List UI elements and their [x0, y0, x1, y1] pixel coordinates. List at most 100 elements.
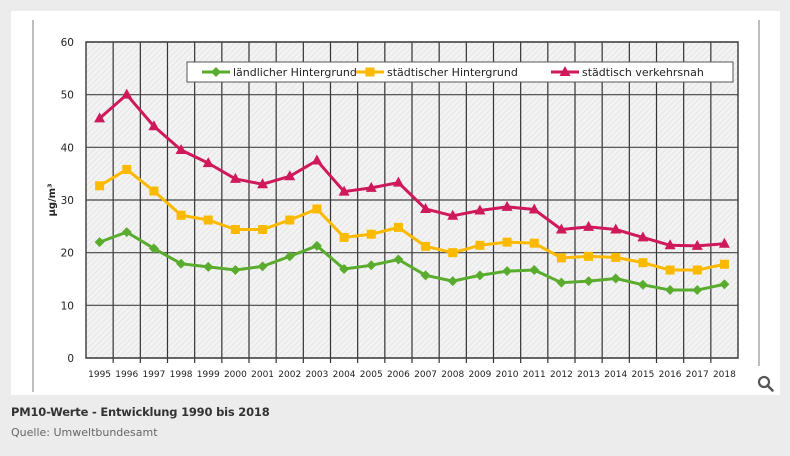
data-point — [149, 186, 159, 196]
series-line — [99, 230, 725, 292]
data-point — [447, 276, 458, 287]
data-point — [365, 181, 377, 192]
y-tick-label: 60 — [61, 37, 74, 49]
legend-label: städtisch verkehrsnah — [582, 66, 704, 79]
legend: ländlicher Hintergrund städtischer Hinter… — [186, 61, 734, 83]
series-line — [98, 93, 725, 248]
x-tick-label: 2005 — [360, 370, 383, 380]
y-axis-ticks: 0 10 20 30 40 50 60 — [61, 37, 74, 365]
data-point — [121, 227, 132, 238]
x-tick-label: 2018 — [713, 370, 736, 380]
legend-label: städtischer Hintergrund — [387, 66, 518, 79]
data-point — [176, 210, 186, 220]
x-tick-label: 1996 — [115, 370, 138, 380]
data-point — [285, 215, 295, 225]
data-point — [230, 224, 240, 234]
data-point — [122, 164, 132, 174]
data-point — [637, 231, 649, 242]
legend-marker — [365, 67, 375, 77]
caption-title: PM10-Werte - Entwicklung 1990 bis 2018 — [11, 405, 270, 419]
gridlines — [85, 41, 739, 363]
series-2 — [94, 88, 730, 250]
data-point — [610, 273, 621, 284]
data-point — [691, 239, 703, 250]
y-tick-label: 0 — [67, 353, 74, 365]
data-point — [611, 252, 621, 262]
data-point — [664, 239, 676, 250]
data-point — [447, 209, 459, 220]
data-point — [257, 261, 268, 272]
data-point — [529, 238, 539, 248]
data-point — [338, 185, 350, 196]
data-point — [420, 202, 432, 213]
data-point — [556, 253, 566, 263]
data-point — [311, 240, 322, 251]
data-point — [95, 181, 105, 191]
series-line — [98, 167, 725, 272]
data-point — [366, 260, 377, 271]
data-point — [583, 276, 594, 287]
data-point — [637, 279, 648, 290]
data-point — [692, 285, 703, 296]
data-point — [584, 251, 594, 261]
x-tick-label: 2008 — [441, 370, 464, 380]
data-point — [202, 157, 214, 168]
data-point — [610, 223, 622, 234]
data-point — [474, 270, 485, 281]
data-point — [203, 215, 213, 225]
legend-item: städtischer Hintergrund — [356, 66, 518, 79]
x-tick-label: 2011 — [523, 370, 546, 380]
x-tick-label: 2013 — [577, 370, 600, 380]
x-tick-label: 2004 — [333, 370, 356, 380]
x-tick-label: 2014 — [604, 370, 627, 380]
data-point — [366, 229, 376, 239]
data-point — [528, 203, 540, 214]
data-point — [502, 266, 513, 277]
x-tick-label: 2017 — [686, 370, 709, 380]
data-point — [420, 270, 431, 281]
data-point — [502, 237, 512, 247]
data-point — [230, 265, 241, 276]
y-tick-label: 10 — [61, 300, 74, 312]
x-tick-label: 1997 — [142, 370, 165, 380]
data-point — [339, 263, 350, 274]
data-point — [121, 88, 133, 99]
series-0 — [94, 227, 730, 296]
magnifier-icon — [757, 375, 774, 392]
x-tick-label: 2012 — [550, 370, 573, 380]
data-point — [148, 120, 160, 131]
x-tick-label: 1995 — [88, 370, 111, 380]
data-point — [94, 237, 105, 248]
data-point — [229, 172, 241, 183]
x-tick-label: 2007 — [414, 370, 437, 380]
data-point — [583, 220, 595, 231]
data-point — [556, 277, 567, 288]
data-point — [284, 170, 296, 181]
zoom-button[interactable] — [757, 375, 775, 393]
data-point — [475, 240, 485, 250]
legend-item: städtisch verkehrsnah — [551, 66, 704, 79]
x-tick-label: 2009 — [468, 370, 491, 380]
data-point — [393, 254, 404, 265]
x-tick-label: 2015 — [631, 370, 654, 380]
y-tick-label: 50 — [61, 90, 74, 102]
data-point — [474, 204, 486, 215]
data-point — [392, 176, 404, 187]
data-point — [203, 261, 214, 272]
data-point — [718, 237, 730, 248]
y-axis-label: µg/m³ — [47, 184, 58, 217]
plot-border — [85, 41, 739, 359]
data-point — [638, 258, 648, 268]
x-axis-ticks: 1995 1996 1997 1998 1999 2000 2001 2002 2003 2004… — [88, 370, 736, 380]
data-point — [339, 232, 349, 242]
data-point — [175, 143, 187, 154]
legend-item: ländlicher Hintergrund — [202, 66, 357, 79]
data-point — [421, 241, 431, 251]
data-point — [448, 248, 458, 258]
y-tick-label: 20 — [61, 248, 74, 260]
legend-marker — [559, 66, 571, 76]
x-tick-label: 2000 — [224, 370, 247, 380]
y-tick-label: 30 — [61, 195, 74, 207]
caption-source: Quelle: Umweltbundesamt — [11, 426, 158, 439]
legend-label: ländlicher Hintergrund — [233, 66, 357, 79]
